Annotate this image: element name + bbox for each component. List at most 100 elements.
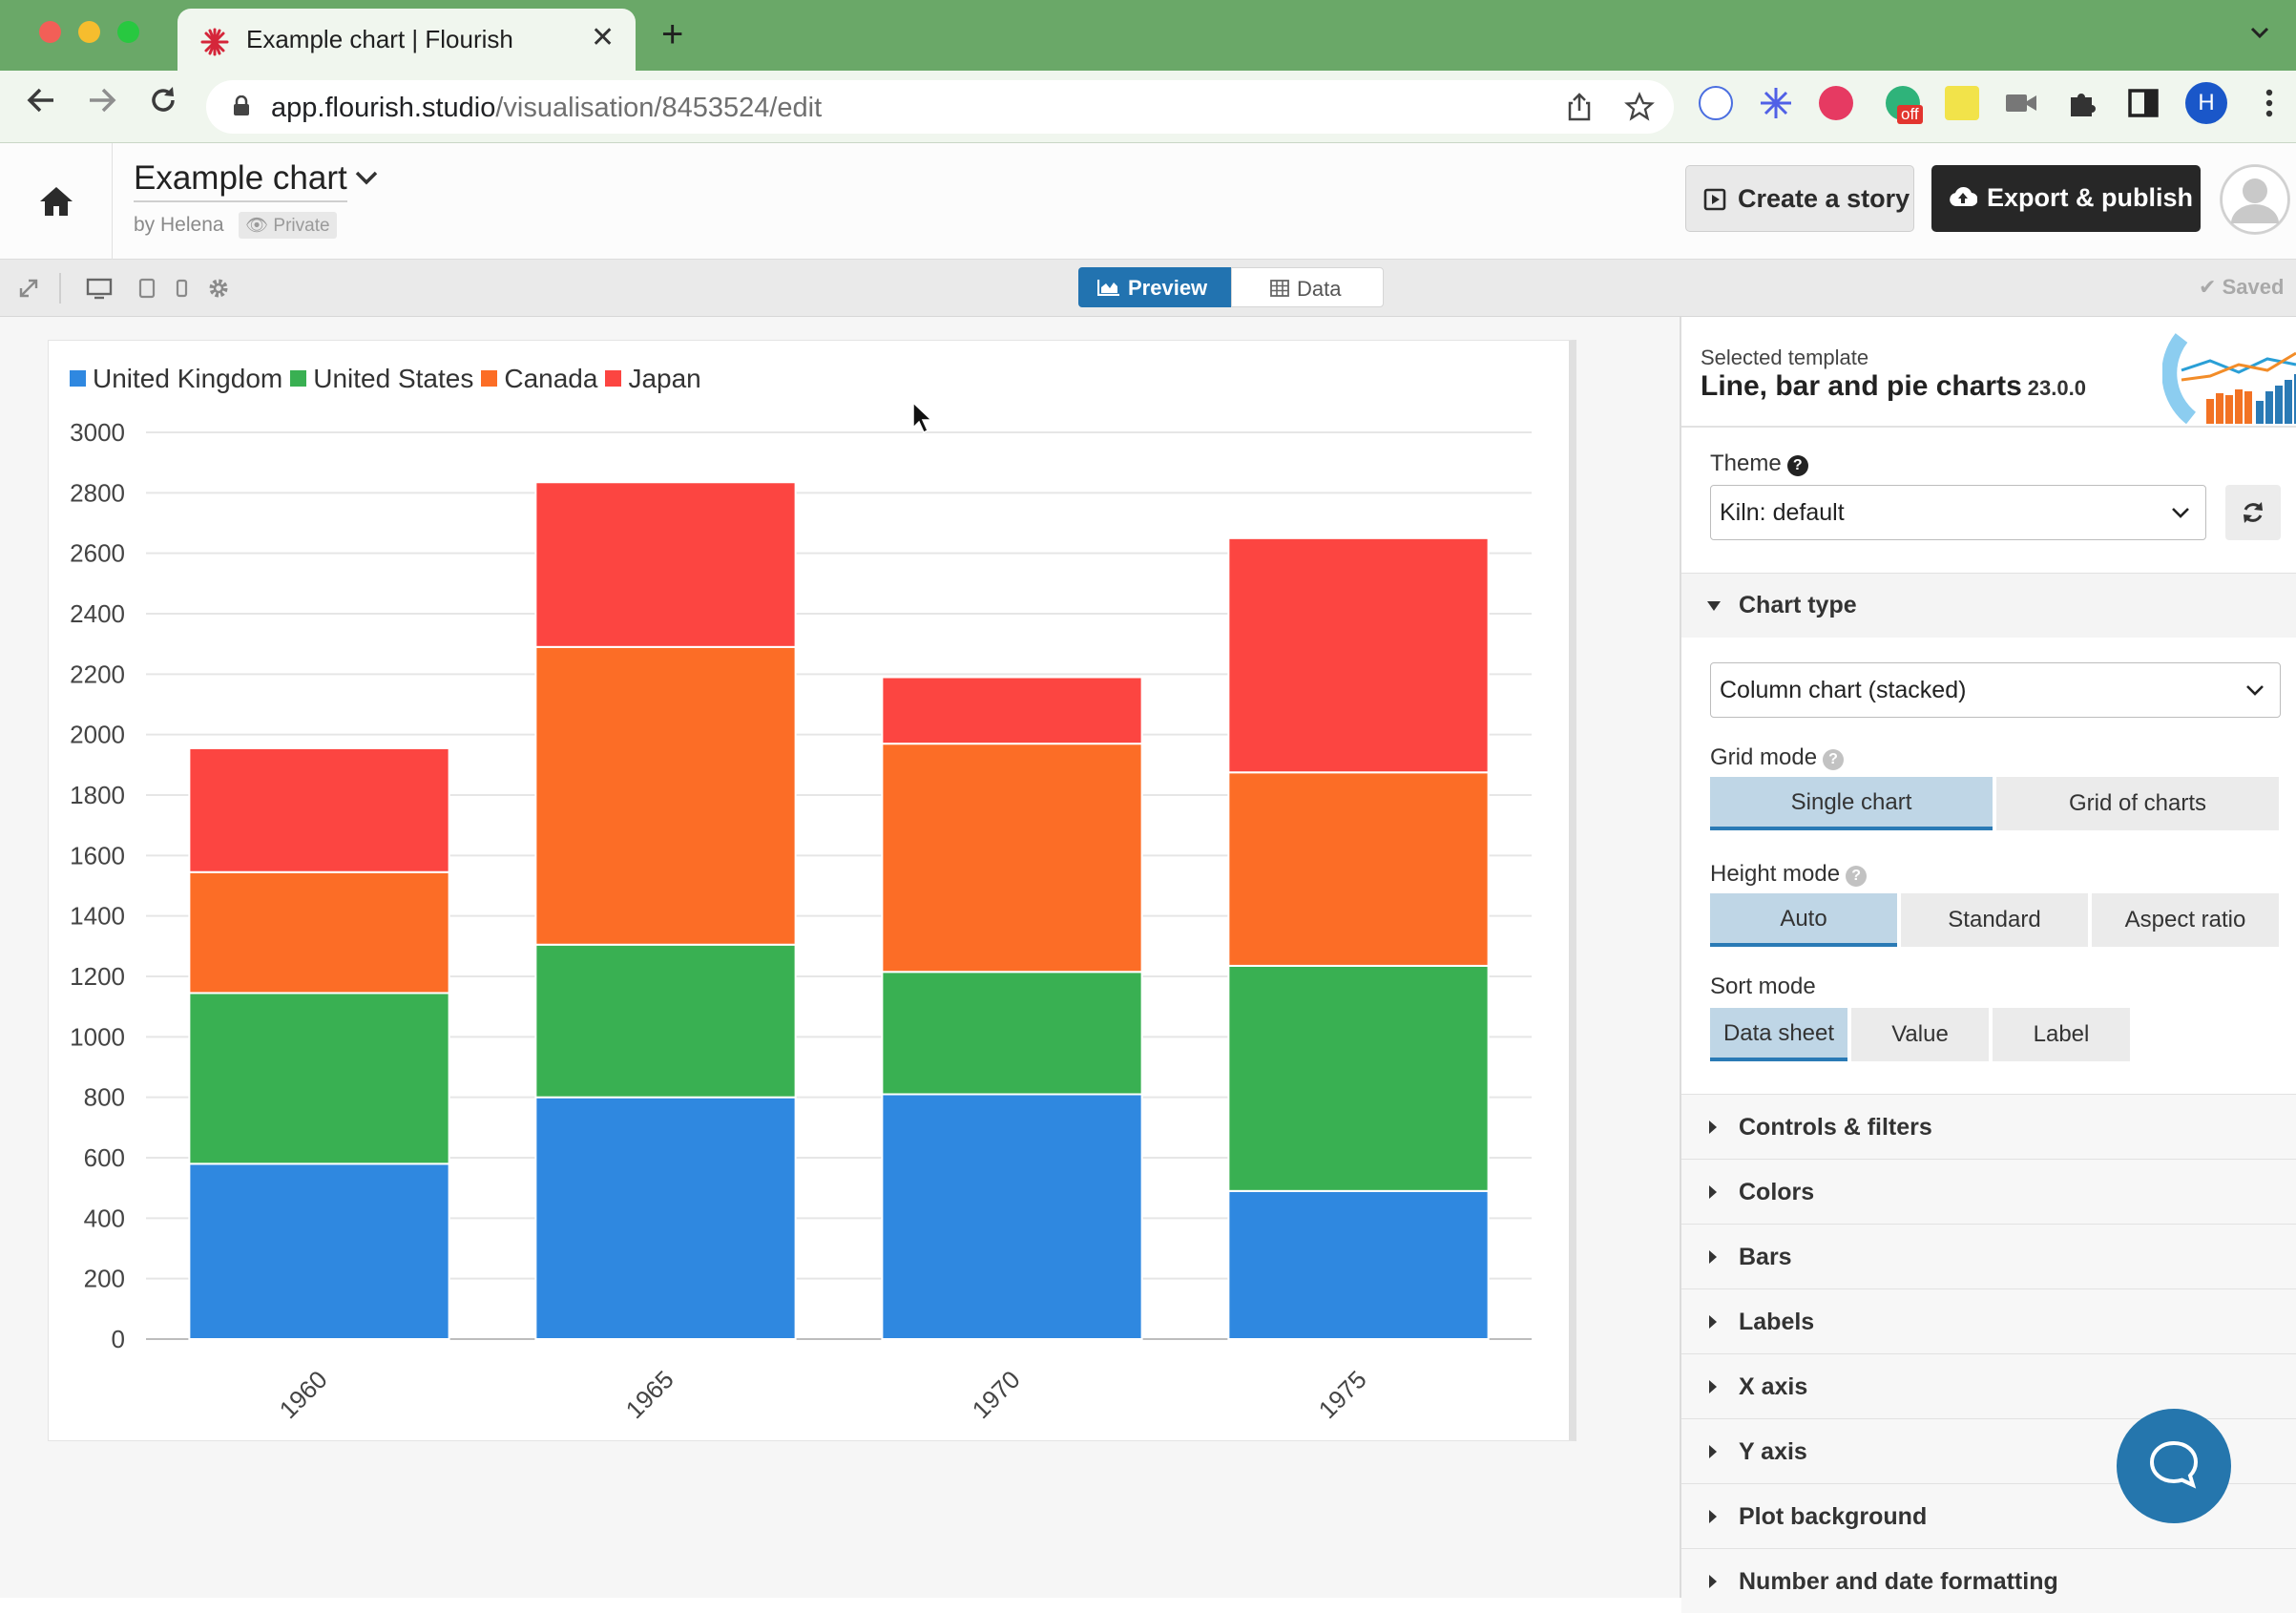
home-button[interactable] <box>0 143 113 260</box>
section-controls-filters[interactable]: Controls & filters <box>1681 1094 2296 1159</box>
tab-search-chevron-icon[interactable] <box>2248 21 2271 44</box>
story-play-icon <box>1703 188 1726 211</box>
bar-segment <box>534 481 797 648</box>
selected-template[interactable]: Selected template Line, bar and pie char… <box>1681 317 2296 428</box>
y-tick-label: 2400 <box>70 599 125 628</box>
legend-item[interactable]: United Kingdom <box>70 364 282 394</box>
bar-segment <box>1227 964 1490 1192</box>
window-maximize-button[interactable] <box>117 21 139 43</box>
grid-mode-single-chart[interactable]: Single chart <box>1710 777 1993 830</box>
legend-swatch <box>605 370 622 387</box>
sort-mode-data-sheet[interactable]: Data sheet <box>1710 1008 1847 1061</box>
create-story-label: Create a story <box>1738 184 1910 213</box>
section-bars[interactable]: Bars <box>1681 1224 2296 1288</box>
password-extension-icon[interactable] <box>1699 86 1733 120</box>
profile-avatar[interactable]: H <box>2185 82 2227 124</box>
height-mode-standard[interactable]: Standard <box>1901 893 2088 947</box>
help-icon[interactable]: ? <box>1823 749 1845 770</box>
home-icon <box>40 187 73 216</box>
section-x-axis[interactable]: X axis <box>1681 1353 2296 1418</box>
forward-arrow-icon[interactable] <box>86 84 118 116</box>
help-icon[interactable]: ? <box>1846 866 1868 887</box>
tracker-extension-icon[interactable] <box>1819 86 1853 120</box>
tab-preview-label: Preview <box>1128 276 1208 300</box>
extension-off-badge: off <box>1897 105 1923 124</box>
gear-icon[interactable] <box>207 277 230 300</box>
tablet-preview-icon[interactable] <box>136 277 158 300</box>
legend-label: Canada <box>504 364 598 393</box>
y-tick-label: 1600 <box>70 841 125 869</box>
legend-swatch <box>290 370 307 387</box>
section-colors[interactable]: Colors <box>1681 1159 2296 1224</box>
section-labels[interactable]: Labels <box>1681 1288 2296 1353</box>
chevron-down-icon[interactable] <box>355 170 378 185</box>
legend-item[interactable]: United States <box>290 364 473 394</box>
expand-icon[interactable] <box>17 277 40 300</box>
mobile-preview-icon[interactable] <box>170 277 193 300</box>
help-chat-button[interactable] <box>2117 1409 2231 1523</box>
chart-type-select[interactable]: Column chart (stacked) <box>1710 662 2281 718</box>
reload-icon[interactable] <box>147 84 179 116</box>
privacy-badge[interactable]: 👁 Private <box>239 212 337 239</box>
section-chart-type[interactable]: Chart type <box>1681 573 2296 638</box>
y-tick-label: 2200 <box>70 660 125 688</box>
create-story-button[interactable]: Create a story <box>1685 165 1914 232</box>
grid-mode-grid-of-charts[interactable]: Grid of charts <box>1996 777 2279 830</box>
sparkle-extension-icon[interactable] <box>1759 86 1793 120</box>
author-byline: by Helena <box>134 214 224 236</box>
legend-item[interactable]: Canada <box>481 364 597 394</box>
share-icon[interactable] <box>1565 92 1594 122</box>
grammar-extension-icon[interactable]: off <box>1886 86 1923 124</box>
caret-right-icon <box>1709 1185 1717 1199</box>
window-minimize-button[interactable] <box>78 21 100 43</box>
sort-mode-label[interactable]: Label <box>1993 1008 2130 1061</box>
bar-segment <box>534 1096 797 1341</box>
theme-refresh-button[interactable] <box>2225 485 2281 540</box>
help-icon[interactable]: ? <box>1786 455 1808 476</box>
window-close-button[interactable] <box>39 21 61 43</box>
close-icon[interactable]: ✕ <box>591 22 616 53</box>
height-mode-auto[interactable]: Auto <box>1710 893 1897 947</box>
x-tick-label: 1975 <box>1313 1365 1372 1424</box>
height-mode-label-text: Height mode <box>1710 861 1841 887</box>
legend-item[interactable]: Japan <box>605 364 701 394</box>
settings-panel: Selected template Line, bar and pie char… <box>1680 317 2296 1613</box>
visualisation-title[interactable]: Example chart <box>134 159 347 202</box>
height-mode-aspect-ratio[interactable]: Aspect ratio <box>2092 893 2279 947</box>
caret-right-icon <box>1709 1315 1717 1329</box>
sort-mode-value[interactable]: Value <box>1851 1008 1989 1061</box>
video-camera-icon[interactable] <box>2004 86 2038 120</box>
legend-label: United States <box>313 364 474 393</box>
table-icon <box>1270 280 1289 297</box>
caret-right-icon <box>1709 1575 1717 1588</box>
chevron-down-icon <box>2172 508 2189 518</box>
template-thumbnail-icon <box>2162 333 2296 424</box>
section-number-date-formatting[interactable]: Number and date formatting <box>1681 1548 2296 1613</box>
tab-data[interactable]: Data <box>1231 267 1384 307</box>
area-chart-icon <box>1097 280 1119 296</box>
saved-label: Saved <box>2222 275 2285 299</box>
desktop-preview-icon[interactable] <box>86 277 113 300</box>
browser-tab[interactable]: Example chart | Flourish ✕ <box>177 9 636 71</box>
section-label: Colors <box>1739 1179 1815 1205</box>
tab-preview[interactable]: Preview <box>1078 267 1231 307</box>
address-bar[interactable]: app.flourish.studio/visualisation/845352… <box>206 80 1674 134</box>
user-avatar[interactable] <box>2220 164 2290 235</box>
theme-select[interactable]: Kiln: default <box>1710 485 2206 540</box>
eye-icon: 👁 <box>245 216 269 236</box>
section-label: Labels <box>1739 1309 1815 1335</box>
export-publish-button[interactable]: Export & publish <box>1931 165 2201 232</box>
new-tab-plus-icon[interactable]: + <box>661 13 684 55</box>
side-panel-icon[interactable] <box>2126 86 2160 120</box>
user-silhouette-icon <box>2221 165 2289 234</box>
y-tick-label: 200 <box>84 1265 125 1293</box>
bookmark-star-icon[interactable] <box>1624 92 1655 122</box>
back-arrow-icon[interactable] <box>25 84 57 116</box>
tab-title: Example chart | Flourish <box>246 25 513 53</box>
y-tick-label: 1200 <box>70 962 125 991</box>
puzzle-extensions-icon[interactable] <box>2065 86 2099 120</box>
dictionary-extension-icon[interactable] <box>1945 86 1979 120</box>
kebab-menu-icon[interactable] <box>2252 86 2286 120</box>
browser-toolbar: app.flourish.studio/visualisation/845352… <box>0 71 2296 143</box>
section-label: Plot background <box>1739 1503 1928 1530</box>
